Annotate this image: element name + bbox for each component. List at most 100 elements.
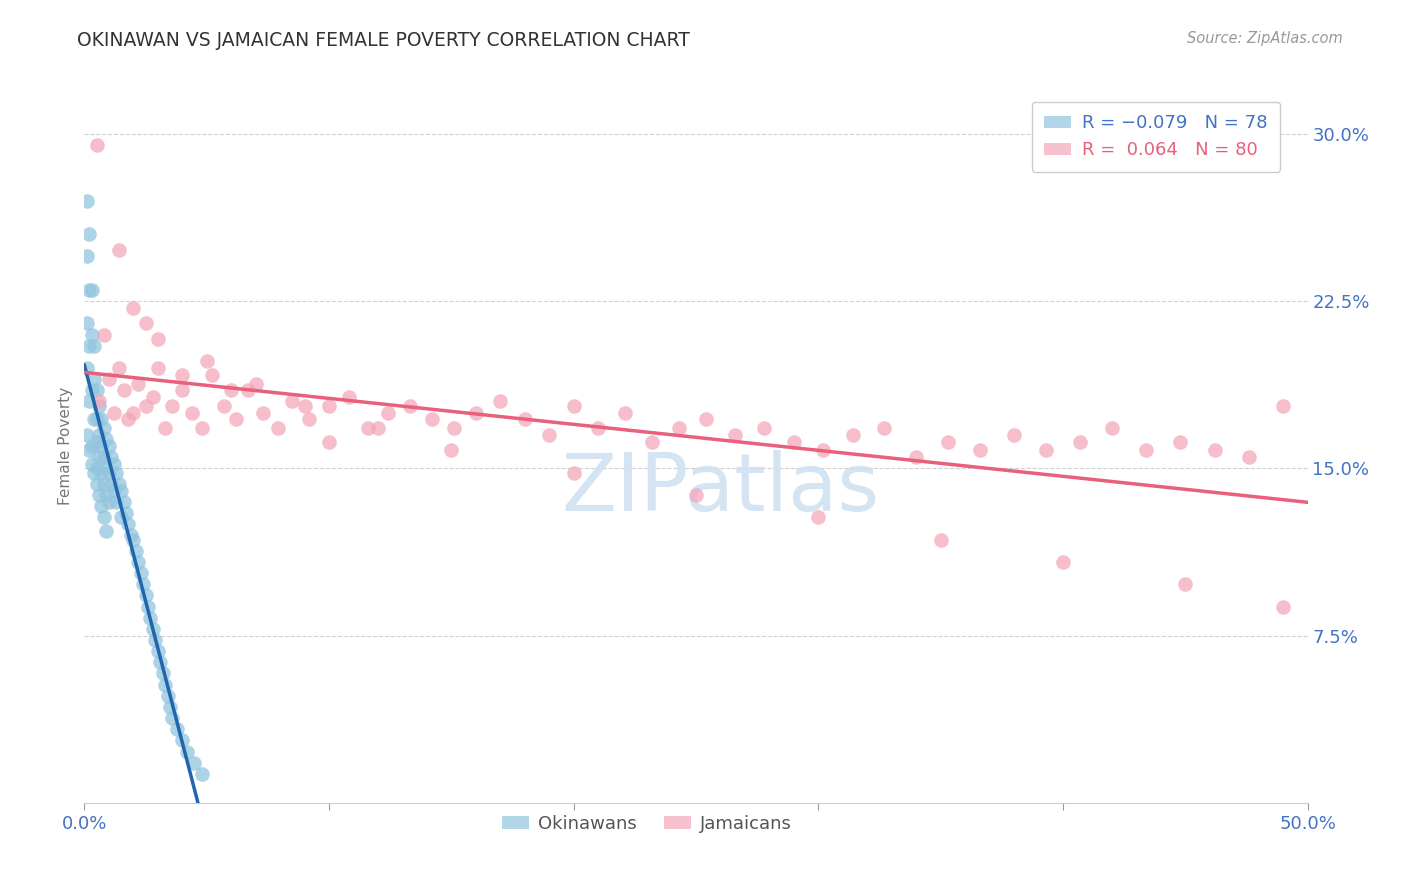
- Point: [538, 427, 561, 442]
- Point: [86, 412, 108, 426]
- Point: [83, 372, 105, 386]
- Point: [93, 510, 115, 524]
- Point: [298, 412, 321, 426]
- Point: [318, 399, 340, 413]
- Point: [76, 194, 98, 208]
- Point: [281, 394, 304, 409]
- Point: [129, 566, 152, 581]
- Point: [1135, 443, 1157, 458]
- Point: [122, 405, 145, 419]
- Point: [152, 666, 174, 681]
- Point: [77, 338, 100, 352]
- Point: [513, 412, 536, 426]
- Point: [146, 360, 169, 375]
- Point: [97, 372, 120, 386]
- Point: [96, 524, 118, 538]
- Point: [142, 622, 165, 636]
- Point: [1272, 399, 1295, 413]
- Point: [139, 610, 162, 624]
- Point: [96, 432, 118, 446]
- Point: [80, 457, 103, 471]
- Point: [93, 450, 115, 464]
- Point: [96, 488, 118, 502]
- Point: [120, 528, 142, 542]
- Point: [132, 577, 155, 591]
- Point: [107, 476, 129, 491]
- Point: [172, 368, 194, 382]
- Point: [90, 466, 112, 480]
- Point: [464, 405, 486, 419]
- Point: [87, 394, 110, 409]
- Point: [238, 384, 260, 398]
- Point: [96, 461, 118, 475]
- Point: [93, 476, 115, 491]
- Point: [195, 354, 218, 368]
- Point: [783, 434, 806, 449]
- Point: [172, 733, 194, 747]
- Point: [86, 434, 108, 449]
- Point: [112, 494, 135, 508]
- Point: [1002, 427, 1025, 442]
- Point: [318, 434, 340, 449]
- Point: [86, 476, 108, 491]
- Point: [191, 767, 214, 781]
- Point: [162, 399, 184, 413]
- Point: [135, 589, 157, 603]
- Point: [110, 510, 132, 524]
- Point: [841, 427, 863, 442]
- Point: [398, 399, 420, 413]
- Point: [146, 332, 169, 346]
- Point: [641, 434, 664, 449]
- Point: [266, 421, 288, 435]
- Point: [191, 421, 214, 435]
- Point: [117, 412, 139, 426]
- Point: [107, 360, 129, 375]
- Point: [586, 421, 609, 435]
- Point: [117, 516, 139, 531]
- Point: [86, 461, 108, 475]
- Point: [103, 457, 125, 471]
- Point: [135, 399, 157, 413]
- Point: [77, 394, 100, 409]
- Point: [127, 376, 149, 391]
- Point: [905, 450, 928, 464]
- Point: [873, 421, 896, 435]
- Point: [105, 494, 128, 508]
- Point: [156, 689, 179, 703]
- Text: OKINAWAN VS JAMAICAN FEMALE POVERTY CORRELATION CHART: OKINAWAN VS JAMAICAN FEMALE POVERTY CORR…: [77, 31, 690, 50]
- Point: [143, 633, 166, 648]
- Point: [105, 466, 128, 480]
- Point: [936, 434, 959, 449]
- Point: [562, 466, 585, 480]
- Point: [83, 466, 105, 480]
- Point: [87, 488, 110, 502]
- Point: [76, 249, 98, 264]
- Point: [110, 483, 132, 498]
- Point: [76, 427, 98, 442]
- Point: [668, 421, 690, 435]
- Legend: Okinawans, Jamaicans: Okinawans, Jamaicans: [495, 808, 799, 840]
- Point: [1101, 421, 1123, 435]
- Point: [76, 316, 98, 330]
- Point: [357, 421, 380, 435]
- Point: [1170, 434, 1192, 449]
- Point: [77, 283, 100, 297]
- Point: [1272, 599, 1295, 614]
- Point: [176, 744, 198, 758]
- Point: [929, 533, 952, 547]
- Point: [93, 327, 115, 342]
- Point: [103, 483, 125, 498]
- Point: [685, 488, 707, 502]
- Point: [122, 301, 145, 315]
- Point: [80, 384, 103, 398]
- Point: [695, 412, 717, 426]
- Point: [489, 394, 512, 409]
- Point: [115, 506, 138, 520]
- Point: [87, 399, 110, 413]
- Point: [614, 405, 637, 419]
- Point: [136, 599, 159, 614]
- Point: [90, 412, 112, 426]
- Point: [377, 405, 399, 419]
- Point: [127, 555, 149, 569]
- Point: [93, 421, 115, 435]
